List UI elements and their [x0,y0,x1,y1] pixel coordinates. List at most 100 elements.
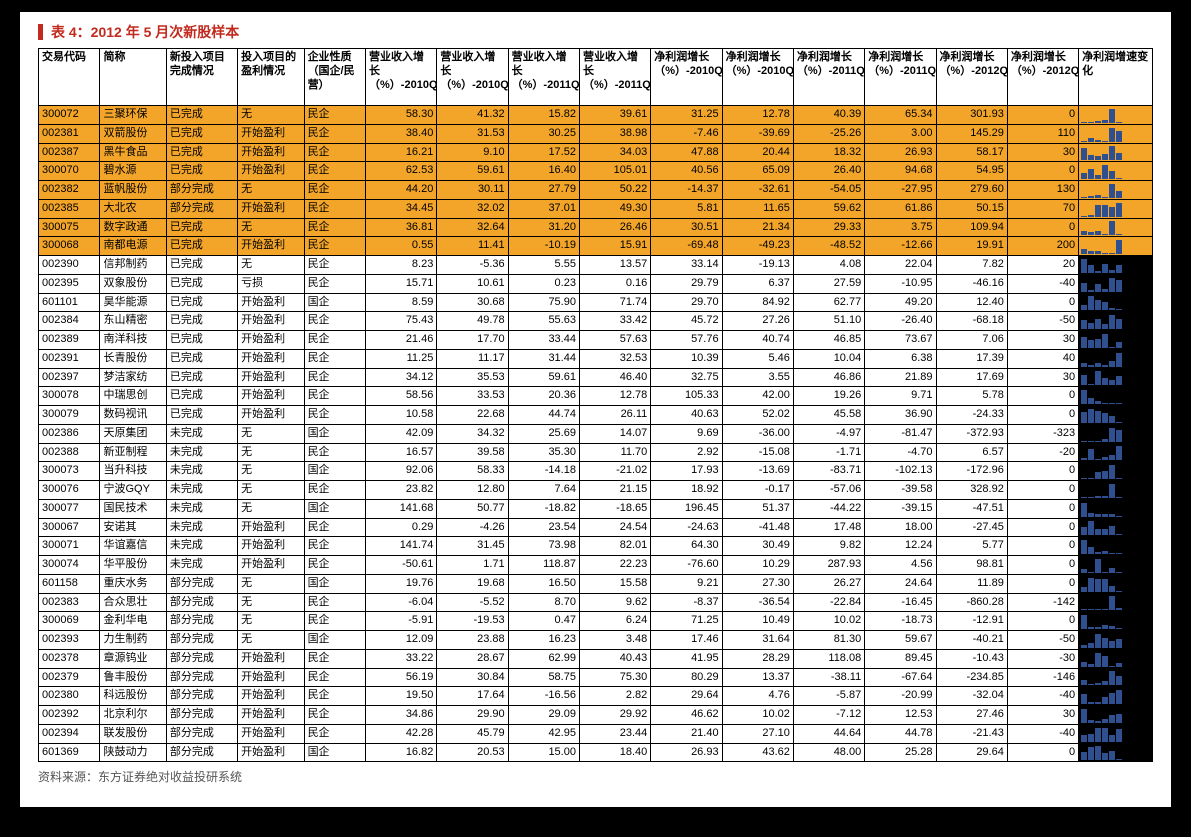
sparkline-cell [1079,499,1153,518]
table-cell: 民企 [304,518,365,537]
table-cell: 34.12 [366,368,437,387]
spark-bar [1116,203,1122,217]
table-cell: 16.82 [366,743,437,762]
table-cell: 27.10 [722,724,793,743]
spark-bar [1095,231,1101,235]
table-cell: 40.43 [579,649,650,668]
spark-bar [1095,205,1101,217]
table-cell: 002385 [39,199,100,218]
sparkline-cell [1079,162,1153,181]
spark-bar [1088,702,1094,704]
table-cell: 8.23 [366,256,437,275]
table-cell: 18.00 [865,518,936,537]
spark-bar [1095,683,1101,685]
table-cell: 17.39 [936,349,1007,368]
column-header: 新投入项目完成情况 [166,49,237,106]
table-cell: 蓝帆股份 [100,181,166,200]
sparkline-cell [1079,649,1153,668]
table-cell: 31.20 [508,218,579,237]
spark-bar [1088,734,1094,742]
table-cell: -15.08 [722,443,793,462]
table-cell: 22.04 [865,256,936,275]
table-cell: 196.45 [651,499,722,518]
spark-bar [1081,412,1087,423]
table-cell: 002388 [39,443,100,462]
table-cell: 0 [1007,387,1078,406]
spark-bar [1081,569,1087,573]
spark-bar [1109,270,1115,273]
table-cell: 24.54 [579,518,650,537]
table-cell: 44.64 [793,724,864,743]
table-cell: 71.25 [651,612,722,631]
table-row: 300075数字政通已完成无民企36.8132.6431.2026.4630.5… [39,218,1153,237]
table-cell: 开始盈利 [238,387,304,406]
table-cell: 无 [238,443,304,462]
spark-bar [1081,122,1087,123]
table-cell: 40.63 [651,406,722,425]
table-cell: -24.33 [936,406,1007,425]
table-cell: 开始盈利 [238,143,304,162]
spark-bar [1081,283,1087,292]
table-cell: 27.26 [722,312,793,331]
spark-bar [1102,197,1108,198]
stock-sample-table: 交易代码简称新投入项目完成情况投入项目的盈利情况企业性质（国企/民营）营业收入增… [38,48,1153,762]
spark-bar [1088,409,1094,423]
table-cell: 联发股份 [100,724,166,743]
table-cell: 20.44 [722,143,793,162]
table-cell: 33.14 [651,256,722,275]
table-cell: -57.06 [793,481,864,500]
spark-bar [1116,676,1122,685]
table-cell: -4.26 [437,518,508,537]
table-cell: -5.36 [437,256,508,275]
table-cell: -20.99 [865,687,936,706]
table-cell: 17.46 [651,631,722,650]
table-row: 002385大北农部分完成开始盈利民企34.4532.0237.0149.305… [39,199,1153,218]
table-cell: 无 [238,218,304,237]
table-cell: 50.15 [936,199,1007,218]
table-cell: 部分完成 [166,631,237,650]
table-cell: 2.92 [651,443,722,462]
spark-bar [1109,626,1115,629]
sparkline-cell [1079,612,1153,631]
spark-bar [1109,553,1115,554]
table-cell: 33.22 [366,649,437,668]
column-header: 净利润增长（%）-2011Q4 [865,49,936,106]
spark-bar [1116,240,1122,254]
spark-bar [1088,138,1094,142]
table-cell: -25.26 [793,124,864,143]
table-cell: 大北农 [100,199,166,218]
table-cell: -372.93 [936,424,1007,443]
table-row: 300069金利华电部分完成无民企-5.91-19.530.476.2471.2… [39,612,1153,631]
table-cell: -40.21 [936,631,1007,650]
table-cell: -83.71 [793,462,864,481]
table-cell: 东山精密 [100,312,166,331]
spark-bar [1081,216,1087,217]
spark-bar [1095,653,1101,667]
table-cell: 民企 [304,649,365,668]
spark-bar [1081,337,1087,348]
table-cell: 民企 [304,237,365,256]
table-cell: 开始盈利 [238,649,304,668]
table-cell: 30.49 [722,537,793,556]
table-cell: 已完成 [166,143,237,162]
table-cell: 16.21 [366,143,437,162]
table-cell: 新亚制程 [100,443,166,462]
table-cell: 002381 [39,124,100,143]
table-cell: 已完成 [166,312,237,331]
table-cell: 29.09 [508,706,579,725]
sparkline-cell [1079,706,1153,725]
table-cell: 碧水源 [100,162,166,181]
table-cell: 民企 [304,724,365,743]
table-cell: 42.28 [366,724,437,743]
table-cell: 18.32 [793,143,864,162]
table-cell: 开始盈利 [238,668,304,687]
table-title-row: 表 4：2012 年 5 月次新股样本 [38,22,1153,42]
spark-bar [1102,378,1108,385]
spark-bar [1116,178,1122,179]
sparkline-cell [1079,274,1153,293]
column-header: 投入项目的盈利情况 [238,49,304,106]
table-row: 002388新亚制程未完成无民企16.5739.5835.3011.702.92… [39,443,1153,462]
table-cell: 49.30 [579,199,650,218]
table-cell: 10.04 [793,349,864,368]
table-cell: 31.25 [651,106,722,125]
